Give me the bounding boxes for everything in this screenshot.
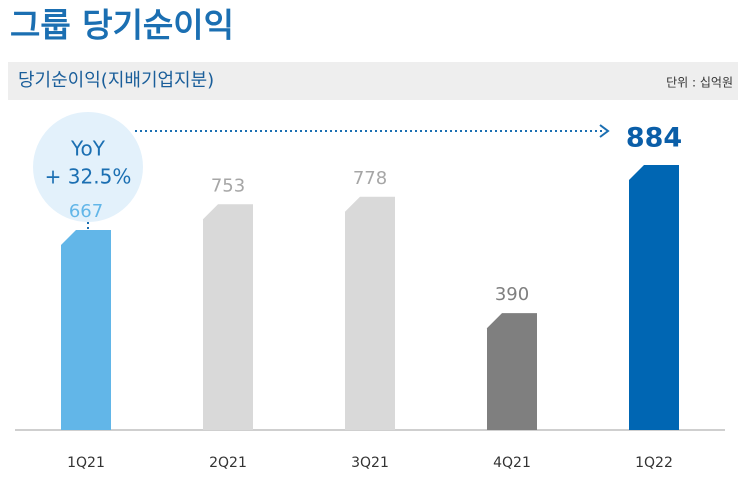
yoy-bubble	[33, 112, 143, 222]
yoy-value: + 32.5%	[45, 165, 132, 189]
value-label: 753	[211, 175, 245, 196]
chart-subtitle: 당기순이익(지배기업지분)	[18, 70, 214, 91]
arrow-head	[599, 124, 610, 138]
x-tick-label: 3Q21	[351, 455, 389, 471]
yoy-label: YoY	[70, 137, 106, 161]
value-label: 390	[495, 284, 529, 305]
bar	[203, 204, 253, 430]
value-label: 667	[69, 201, 103, 222]
bar	[629, 165, 679, 430]
bar	[487, 313, 537, 430]
value-label: 884	[626, 123, 682, 154]
unit-label: 단위 : 십억원	[666, 76, 733, 90]
value-label: 778	[353, 168, 387, 189]
x-tick-label: 4Q21	[493, 455, 531, 471]
bar	[61, 230, 111, 430]
x-tick-label: 1Q21	[67, 455, 105, 471]
bar	[345, 196, 395, 430]
subtitle-band	[8, 62, 738, 100]
x-tick-label: 1Q22	[635, 455, 673, 471]
x-tick-label: 2Q21	[209, 455, 247, 471]
chart-title: 그룹 당기순이익	[10, 6, 234, 45]
